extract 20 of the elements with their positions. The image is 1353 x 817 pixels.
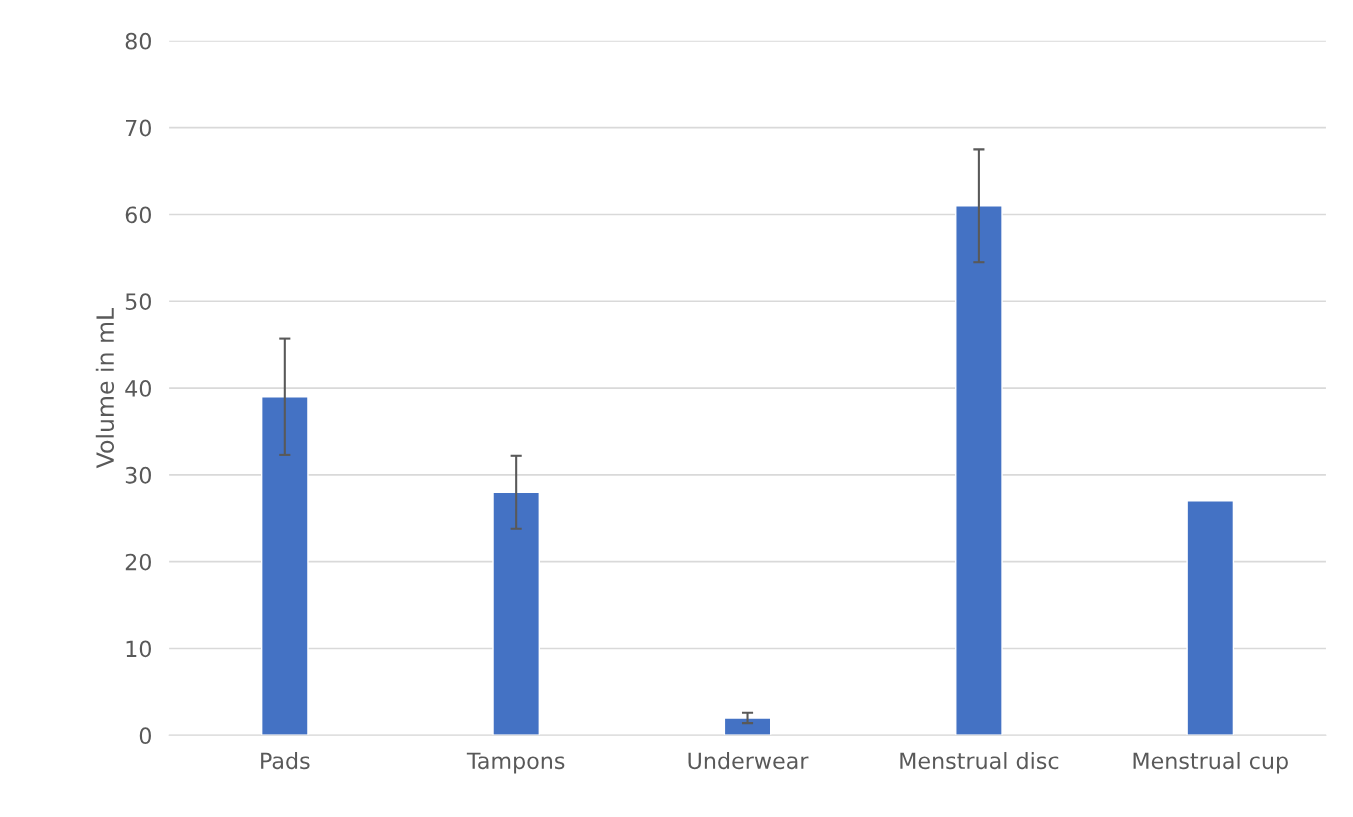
y-tick-label: 20: [125, 553, 151, 571]
bar: [492, 491, 541, 736]
bar: [955, 205, 1003, 736]
x-tick-label: Tampons: [466, 752, 565, 774]
y-tick-label: 80: [125, 32, 151, 50]
y-tick-label: 40: [125, 380, 151, 397]
y-tick-label: 60: [125, 206, 151, 224]
x-tick-label: Menstrual cup: [1133, 751, 1288, 774]
y-tick-label: 70: [126, 119, 151, 137]
bar: [260, 396, 309, 736]
bar: [1186, 500, 1235, 736]
y-tick-label: 50: [125, 293, 151, 311]
y-axis-title: Volume in mL: [95, 307, 115, 469]
x-tick-label: Pads: [261, 751, 310, 770]
bar: [723, 717, 772, 736]
y-tick-label: 0: [139, 727, 151, 745]
y-tick-label: 10: [126, 640, 151, 658]
y-tick-label: 30: [125, 466, 151, 484]
x-tick-label: Menstrual disc: [900, 751, 1059, 770]
x-tick-label: Underwear: [688, 751, 809, 770]
